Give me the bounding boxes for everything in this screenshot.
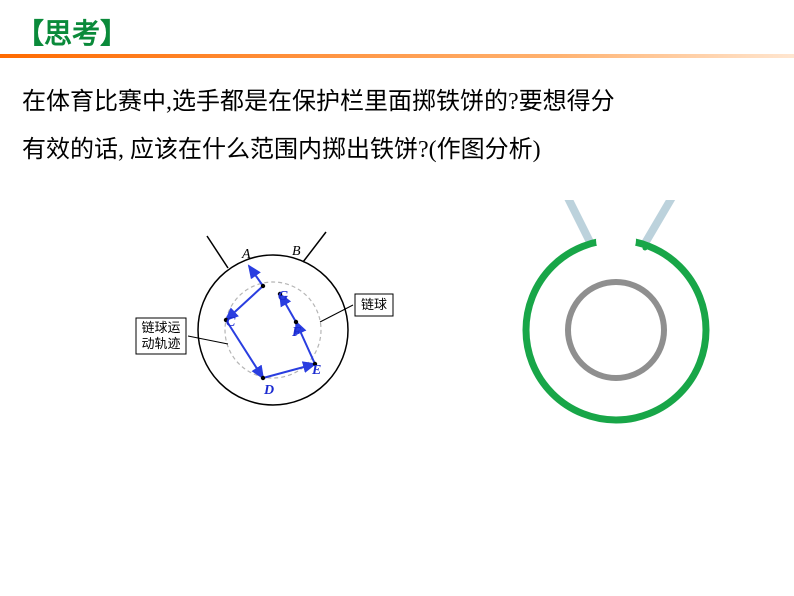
svg-text:动轨迹: 动轨迹 — [141, 336, 180, 351]
svg-text:链球运: 链球运 — [141, 320, 180, 335]
svg-text:G: G — [278, 289, 288, 304]
divider-line — [0, 54, 794, 58]
body-line-1: 在体育比赛中,选手都是在保护栏里面掷铁饼的?要想得分 — [22, 78, 762, 126]
section-heading: 【思考】 — [16, 12, 128, 52]
svg-text:B: B — [292, 244, 301, 259]
hammer-throw-diagram: A B C D E F G 链球链球运动轨迹 — [108, 222, 400, 426]
svg-text:F: F — [291, 325, 302, 340]
svg-text:链球: 链球 — [361, 297, 387, 312]
svg-text:A: A — [241, 247, 251, 262]
svg-text:C: C — [226, 315, 236, 330]
discus-cage-diagram — [498, 200, 746, 436]
body-line-2: 有效的话, 应该在什么范围内掷出铁饼?(作图分析) — [22, 126, 762, 174]
svg-text:E: E — [311, 363, 321, 378]
question-text: 在体育比赛中,选手都是在保护栏里面掷铁饼的?要想得分 有效的话, 应该在什么范围… — [22, 78, 762, 174]
svg-text:D: D — [263, 383, 274, 398]
